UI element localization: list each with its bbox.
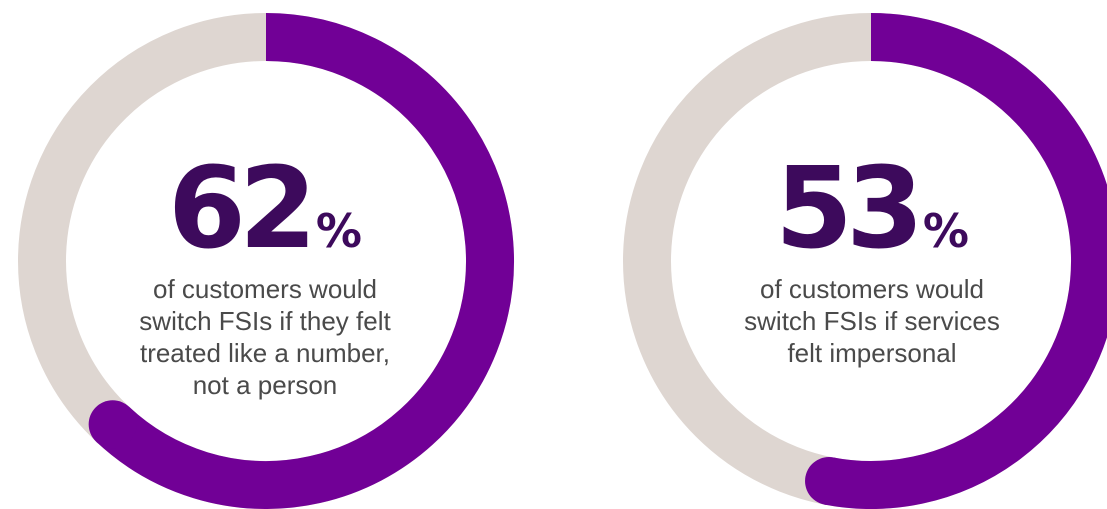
stat-block-62: 62% of customers would switch FSIs if th…	[115, 153, 415, 401]
stat-value: 53%	[722, 153, 1022, 265]
donut-arc-value	[824, 13, 1107, 509]
stat-unit: %	[922, 204, 969, 258]
donut-chart-53	[623, 13, 1107, 509]
stat-block-53: 53% of customers would switch FSIs if se…	[722, 153, 1022, 369]
stat-value: 62%	[115, 153, 415, 265]
stat-caption: of customers would switch FSIs if they f…	[115, 273, 415, 401]
caption-line: switch FSIs if services	[744, 306, 1000, 336]
caption-line: felt impersonal	[787, 338, 957, 368]
donut-chart-62	[18, 13, 514, 509]
stat-number: 53	[775, 144, 924, 274]
donut-arc-value	[96, 13, 514, 509]
caption-line: of customers would	[760, 274, 984, 304]
stat-caption: of customers would switch FSIs if servic…	[722, 273, 1022, 369]
caption-line: not a person	[192, 370, 338, 400]
caption-line: treated like a number,	[139, 338, 391, 368]
donut-arc-end-cap	[88, 400, 137, 449]
donut-arc-end-cap	[805, 457, 854, 506]
stat-unit: %	[315, 204, 362, 258]
stat-number: 62	[168, 144, 317, 274]
caption-line: switch FSIs if they felt	[139, 306, 391, 336]
caption-line: of customers would	[153, 274, 377, 304]
